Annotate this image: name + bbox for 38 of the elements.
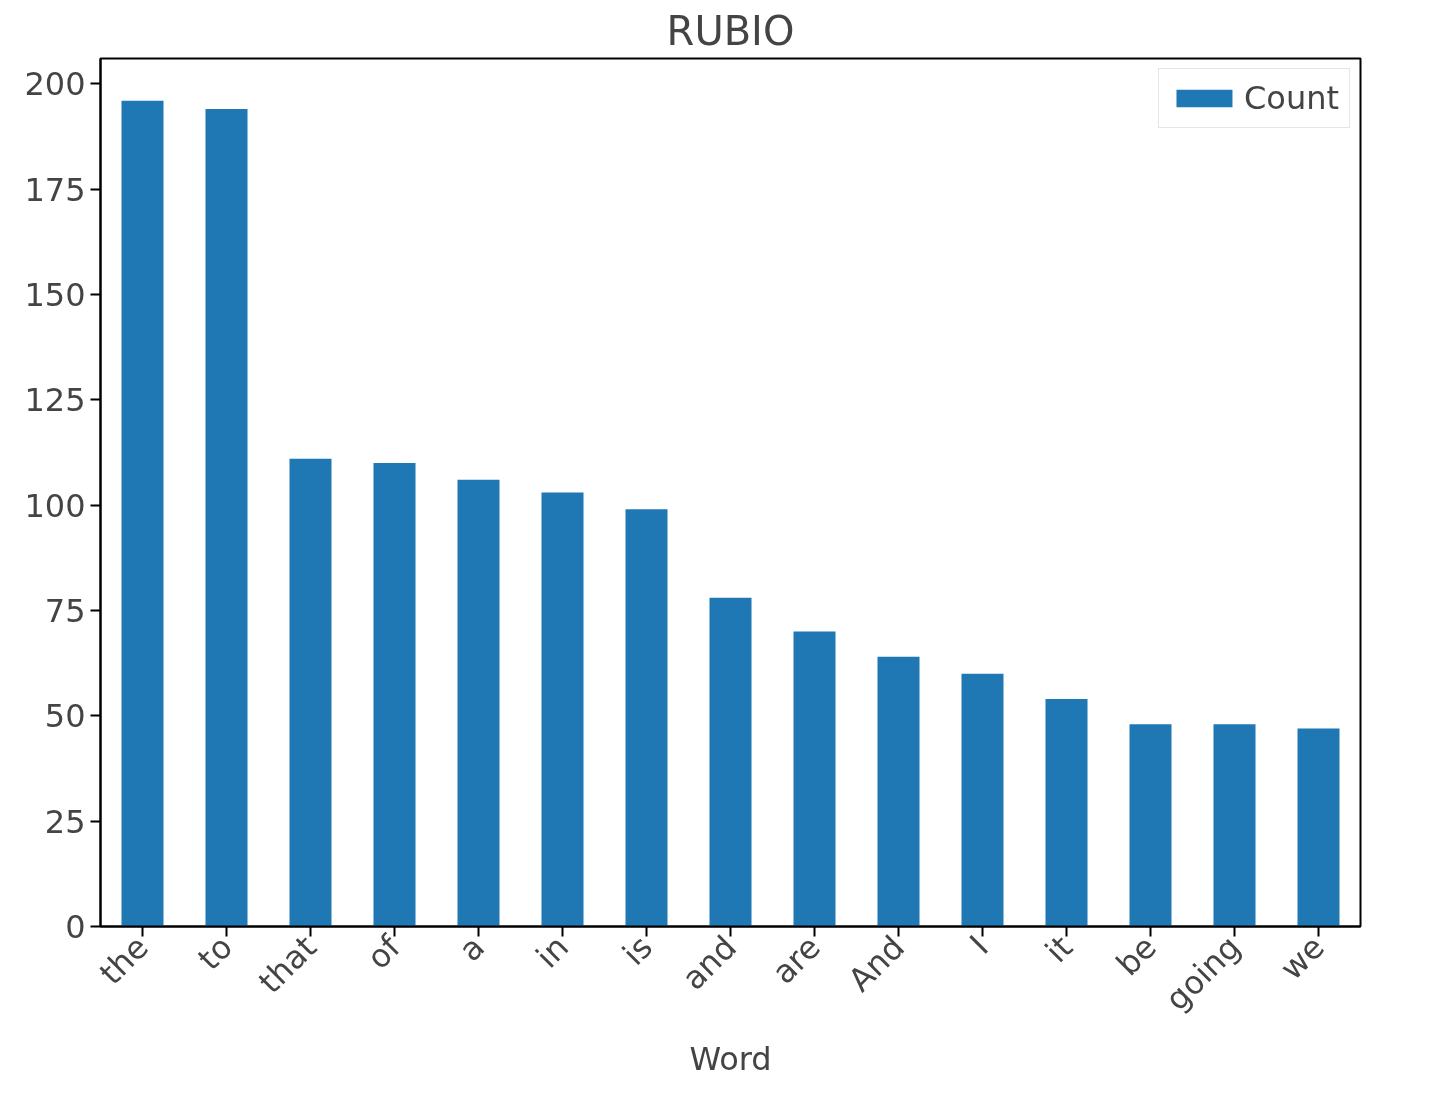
bar (961, 673, 1004, 927)
bar (793, 631, 836, 927)
y-tick-label: 75 (44, 591, 86, 630)
x-tick-label: in (528, 928, 576, 976)
bar (289, 458, 332, 927)
y-tick-label: 200 (24, 65, 86, 104)
bar (457, 479, 500, 927)
bar (625, 509, 668, 927)
y-tick-label: 100 (24, 486, 86, 525)
bar (541, 492, 584, 927)
y-tick-label: 175 (24, 170, 86, 209)
bar (1213, 724, 1256, 927)
x-tick-label: are (764, 928, 828, 992)
x-axis-title: Word (689, 1039, 772, 1078)
y-tick-label: 150 (24, 275, 86, 314)
chart-title: RUBIO (666, 7, 795, 54)
x-tick-label: I (962, 928, 996, 962)
y-tick-label: 25 (44, 802, 86, 841)
bar (373, 463, 416, 927)
y-tick-label: 125 (24, 381, 86, 420)
x-tick-label: be (1108, 928, 1164, 984)
legend-label: Count (1243, 79, 1339, 117)
x-tick-label: to (190, 928, 240, 978)
x-tick-label: a (451, 928, 492, 969)
bar (1129, 724, 1172, 927)
x-tick-label: of (359, 927, 409, 977)
bar (121, 100, 164, 927)
bar (205, 109, 248, 927)
bar (1297, 728, 1340, 927)
x-tick-label: is (614, 928, 660, 974)
y-tick-label: 0 (65, 908, 86, 946)
y-tick-label: 50 (44, 697, 86, 736)
bar (1045, 698, 1088, 927)
bar (709, 597, 752, 927)
bar (877, 656, 920, 927)
x-tick-label: we (1272, 928, 1332, 988)
x-tick-label: the (91, 928, 156, 993)
x-tick-label: it (1037, 928, 1080, 971)
